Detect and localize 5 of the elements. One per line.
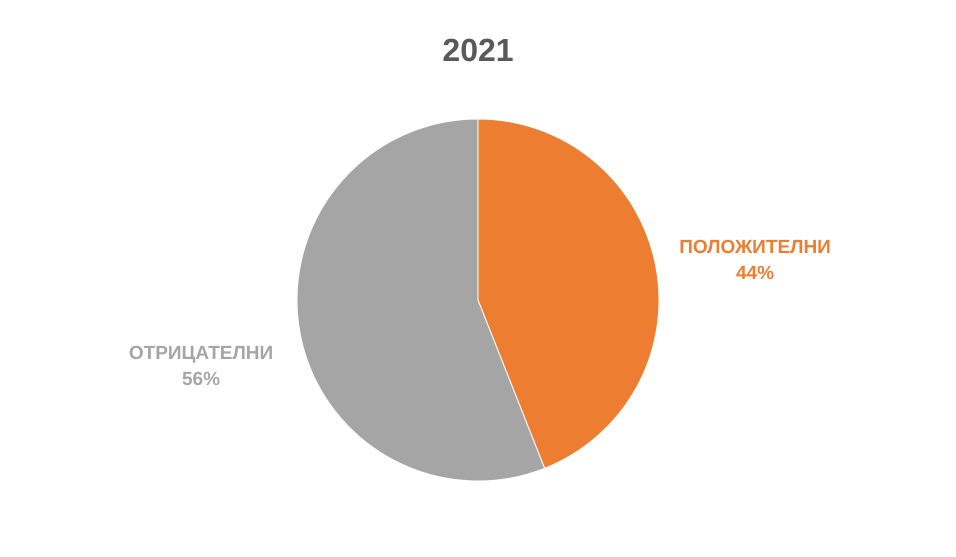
data-label: 56% — [182, 368, 220, 390]
slice-label: ОТРИЦАТЕЛНИ — [128, 342, 274, 364]
slice-label: ПОЛОЖИТЕЛНИ — [679, 237, 831, 258]
chart-title: 2021 — [442, 32, 514, 68]
data-label: 44% — [736, 263, 774, 284]
